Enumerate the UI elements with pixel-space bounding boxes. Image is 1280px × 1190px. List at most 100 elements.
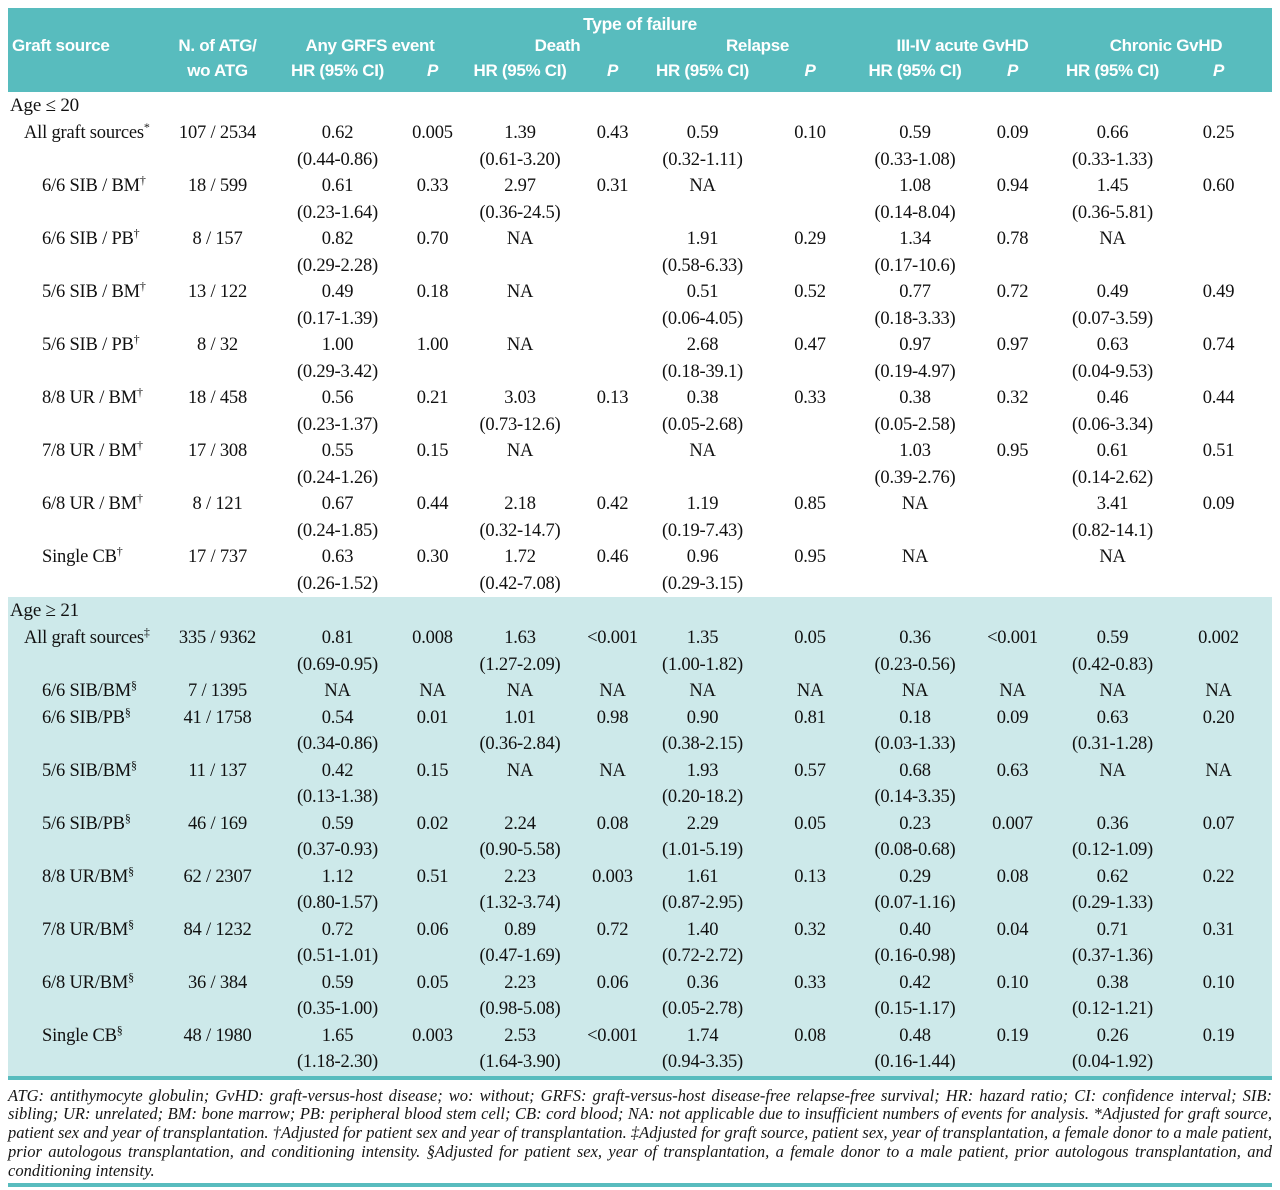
table-row: 7/8 UR/BM§ 84 / 1232 0.72 (0.51-1.01) 0.06 0.… xyxy=(8,916,1272,970)
p-value-cell: 0.85 xyxy=(794,494,826,514)
p-value-cell: 0.57 xyxy=(794,760,826,781)
ci-value: (0.14-2.62) xyxy=(1071,467,1154,488)
hr-value: 1.40 xyxy=(686,919,719,940)
hr-ci-cell: 1.45 (0.36-5.81) xyxy=(1060,173,1165,226)
n-atg-cell: 41 / 1758 xyxy=(183,707,252,728)
ci-value: (0.07-3.59) xyxy=(1071,308,1154,329)
hr-ci-cell: 0.36 (0.23-0.56) xyxy=(865,625,965,678)
n-atg-cell: 17 / 737 xyxy=(187,547,248,567)
n-atg-cell: 17 / 308 xyxy=(187,441,248,461)
p-value-cell: 0.07 xyxy=(1202,813,1235,834)
p-value-cell: 0.20 xyxy=(1202,707,1235,728)
ci-value: (0.15-1.17) xyxy=(874,999,956,1019)
hr-ci-cell: 0.46 (0.06-3.34) xyxy=(1060,385,1165,438)
hr-value: 0.51 xyxy=(686,282,719,302)
graft-source-label: 6/6 SIB/PB xyxy=(42,707,125,728)
hr-value: 1.65 xyxy=(321,1025,354,1046)
hr-ci-cell: 3.03 (0.73-12.6) xyxy=(465,385,575,438)
footnote-mark: § xyxy=(116,1022,123,1037)
ci-value: (0.44-0.86) xyxy=(296,149,379,170)
n-atg-cell: 8 / 32 xyxy=(197,335,238,355)
footnote-mark: † xyxy=(139,172,146,187)
hr-value: 0.97 xyxy=(899,335,931,355)
hr-value: 0.46 xyxy=(1096,388,1129,408)
p-value-cell: 0.52 xyxy=(794,282,826,302)
p-value-cell: <0.001 xyxy=(587,1025,638,1046)
hr-value: NA xyxy=(689,441,716,461)
hr-ci-cell: 1.63 (1.27-2.09) xyxy=(465,625,575,678)
p-value-cell: 0.95 xyxy=(794,547,826,567)
hr-value: NA xyxy=(901,681,929,701)
hr-ci-cell: 0.77 (0.18-3.33) xyxy=(865,279,965,332)
hr-ci-cell: 1.12 (0.80-1.57) xyxy=(275,864,400,917)
p-value-cell: 0.81 xyxy=(794,707,826,728)
table-row: 8/8 UR/BM§ 62 / 2307 1.12 (0.80-1.57) 0.51 2.… xyxy=(8,863,1272,917)
hr-ci-cell: 1.61 (0.87-2.95) xyxy=(650,864,755,917)
ci-value: (0.04-1.92) xyxy=(1071,1052,1154,1072)
col-header-p-chronic-gvhd: P xyxy=(1212,61,1225,80)
ci-value: (0.12-1.21) xyxy=(1071,999,1154,1019)
hr-value: 1.45 xyxy=(1096,176,1129,196)
table-row: 5/6 SIB/BM§ 11 / 137 0.42 (0.13-1.38) 0.15 NA… xyxy=(8,757,1272,811)
n-atg-cell: 36 / 384 xyxy=(187,972,248,993)
hr-ci-cell: 0.72 (0.51-1.01) xyxy=(275,917,400,970)
n-atg-cell: 62 / 2307 xyxy=(183,866,252,887)
n-atg-cell: 13 / 122 xyxy=(187,282,248,302)
n-atg-cell: 8 / 157 xyxy=(192,229,243,249)
hr-value: 1.93 xyxy=(686,760,719,781)
hr-value: 0.29 xyxy=(899,866,931,887)
ci-value: (0.90-5.58) xyxy=(479,840,561,860)
ci-value: (1.18-2.30) xyxy=(296,1052,379,1072)
hr-value: 1.35 xyxy=(686,628,719,648)
col-header-p-death: P xyxy=(606,61,619,80)
p-value-cell: 0.44 xyxy=(1202,388,1235,408)
hr-ci-cell: 0.62 (0.44-0.86) xyxy=(275,120,400,173)
hr-ci-cell: 0.48 (0.16-1.44) xyxy=(865,1023,965,1078)
p-value-cell: 0.94 xyxy=(996,176,1029,196)
hr-ci-cell: 1.39 (0.61-3.20) xyxy=(465,120,575,173)
hr-ci-cell: 0.42 (0.13-1.38) xyxy=(275,758,400,811)
footnote-mark: ‡ xyxy=(143,624,150,639)
hr-value: 0.36 xyxy=(686,972,719,993)
hr-value: 2.18 xyxy=(504,494,536,514)
hr-ci-cell: 0.51 (0.06-4.05) xyxy=(650,279,755,332)
hr-value: NA xyxy=(506,282,534,302)
p-value-cell: NA xyxy=(419,681,446,701)
spanner-type-of-failure: Type of failure xyxy=(583,14,697,34)
p-value-cell: NA xyxy=(599,681,626,701)
hr-value: 0.38 xyxy=(899,388,931,408)
p-value-cell: 0.31 xyxy=(596,176,629,196)
p-value-cell: 0.06 xyxy=(416,919,449,940)
table-row: 6/6 SIB / BM† 18 / 599 0.61 (0.23-1.64) 0.33… xyxy=(8,173,1272,226)
hr-ci-cell: NA xyxy=(465,332,575,385)
p-value-cell: 0.13 xyxy=(794,866,826,887)
p-value-cell: 0.21 xyxy=(416,388,449,408)
ci-value: (0.98-5.08) xyxy=(479,999,561,1019)
p-value-cell xyxy=(575,438,650,491)
graft-source-cell: 6/6 SIB/BM§ xyxy=(8,678,160,705)
ci-value: (0.23-1.64) xyxy=(296,202,379,223)
col-header-hr-grfs: HR (95% CI) xyxy=(290,61,385,80)
hr-ci-cell: 0.38 (0.12-1.21) xyxy=(1060,970,1165,1023)
col-header-n-atg: N. of ATG/ xyxy=(178,36,257,55)
hr-value: 0.61 xyxy=(321,176,354,196)
p-value-cell: 0.09 xyxy=(996,707,1029,728)
p-value-cell xyxy=(575,279,650,332)
hr-ci-cell: 0.49 (0.17-1.39) xyxy=(275,279,400,332)
hr-ci-cell: 0.59 (0.32-1.11) xyxy=(650,120,755,173)
table-footnote: ATG: antithymocyte globulin; GvHD: graft… xyxy=(8,1085,1272,1180)
ci-value: (0.29-2.28) xyxy=(296,255,379,276)
footnote-mark: § xyxy=(130,757,137,772)
hr-ci-cell: 0.59 (0.35-1.00) xyxy=(275,970,400,1023)
graft-source-label: 6/8 UR/BM xyxy=(42,972,129,993)
graft-source-cell: 5/6 SIB / BM† xyxy=(8,279,160,332)
ci-value: (0.72-2.72) xyxy=(661,946,744,966)
ci-value: (0.06-3.34) xyxy=(1071,414,1154,435)
hr-value: 1.72 xyxy=(504,547,536,567)
hr-value: 1.12 xyxy=(321,866,354,887)
ci-value: (0.26-1.52) xyxy=(296,573,379,594)
hr-value: NA xyxy=(689,176,716,196)
hr-ci-cell: 0.29 (0.07-1.16) xyxy=(865,864,965,917)
hr-ci-cell: 0.55 (0.24-1.26) xyxy=(275,438,400,491)
hr-value: 0.89 xyxy=(504,919,536,940)
